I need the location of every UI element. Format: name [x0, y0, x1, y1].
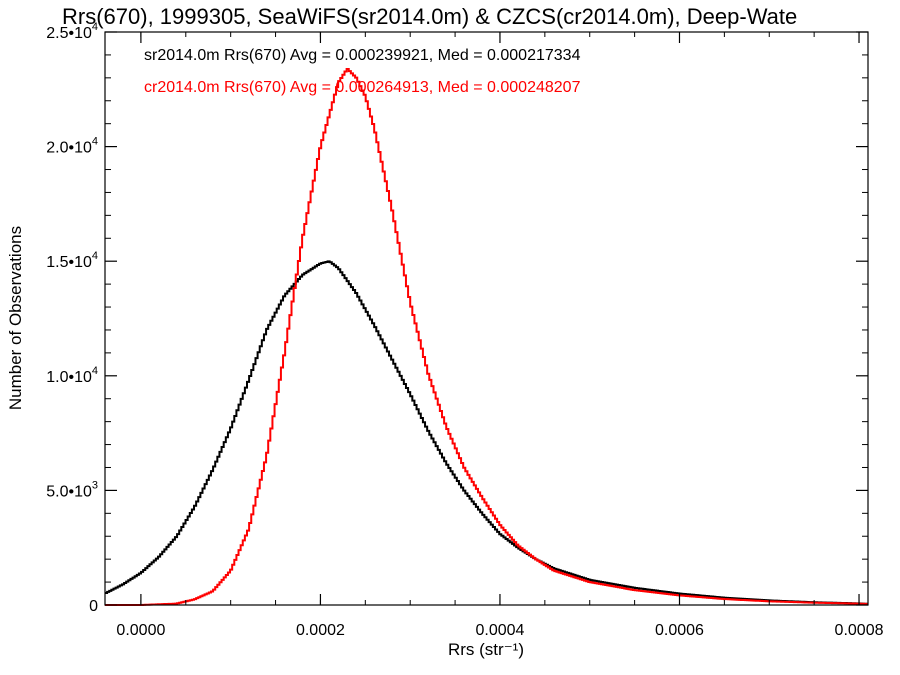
y-tick-label: 0: [89, 598, 98, 615]
y-tick-label: 2.5•104: [46, 21, 98, 42]
series-layer: [105, 67, 868, 606]
y-axis: 0 5.0•103 1.0•104 1.5•104 2.0•104 2.5•104: [46, 21, 868, 615]
y-axis-title: Number of Observations: [6, 226, 25, 410]
x-tick-label: 0.0008: [835, 622, 884, 639]
histogram-series-0: [105, 260, 868, 605]
y-tick-label: 1.5•104: [46, 250, 98, 271]
plot-frame: [104, 31, 869, 606]
histogram-series-1: [105, 67, 868, 606]
x-tick-label: 0.0002: [296, 622, 345, 639]
x-axis: 0.0000 0.0002 0.0004 0.0006 0.0008: [116, 32, 884, 639]
chart-title: Rrs(670), 1999305, SeaWiFS(sr2014.0m) & …: [62, 4, 797, 29]
x-tick-label: 0.0000: [116, 622, 165, 639]
y-tick-label: 1.0•104: [46, 365, 98, 386]
y-tick-label: 5.0•103: [46, 479, 98, 500]
x-tick-label: 0.0004: [475, 622, 524, 639]
legend-entry-sr2014: sr2014.0m Rrs(670) Avg = 0.000239921, Me…: [144, 47, 581, 64]
x-tick-label: 0.0006: [655, 622, 704, 639]
y-tick-label: 2.0•104: [46, 136, 98, 157]
x-axis-title: Rrs (str⁻¹): [448, 640, 524, 659]
